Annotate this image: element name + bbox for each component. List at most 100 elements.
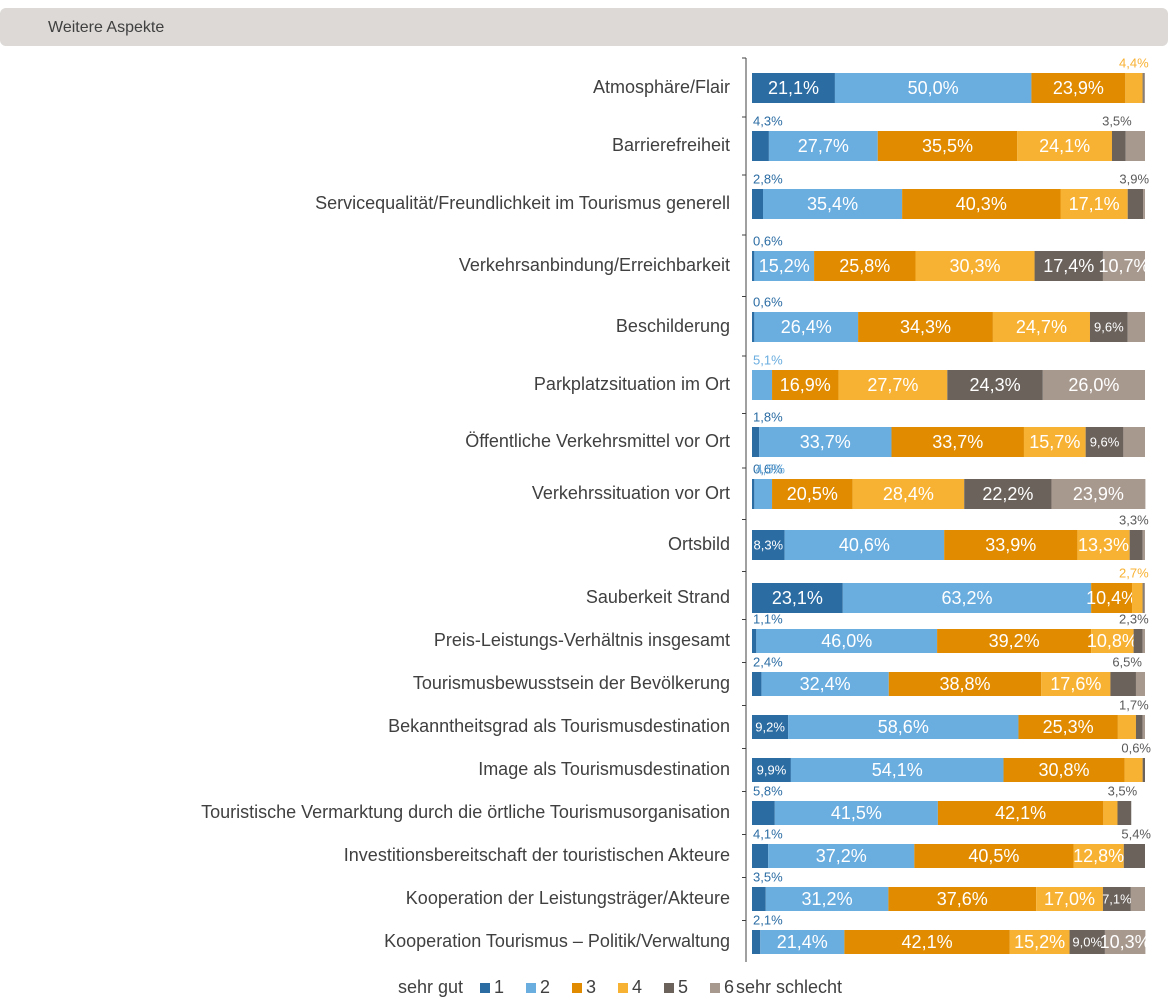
bar-segment xyxy=(1142,73,1144,103)
bar-segment xyxy=(752,801,775,825)
bar-segment xyxy=(774,801,938,825)
bar-segment xyxy=(752,715,789,739)
value-label: 3,5% xyxy=(1108,783,1138,798)
category-label: Image als Tourismusdestination xyxy=(478,759,730,779)
bar-segment xyxy=(752,73,835,103)
value-label: 1,1% xyxy=(753,611,783,626)
value-label: 5,8% xyxy=(753,783,783,798)
bar-segment xyxy=(790,758,1004,782)
bar-segment xyxy=(944,530,1078,560)
category-label: Sauberkeit Strand xyxy=(586,587,730,607)
value-label: 1,8% xyxy=(753,409,783,424)
bar-segment xyxy=(1031,73,1126,103)
bar-segment xyxy=(842,583,1092,613)
bar-segment xyxy=(838,370,948,400)
value-label: 54,1% xyxy=(872,760,923,780)
bar-segment xyxy=(1123,844,1145,868)
value-label: 37,2% xyxy=(816,846,867,866)
value-label: 32,4% xyxy=(800,674,851,694)
legend-swatch xyxy=(618,983,628,993)
legend-label: sehr schlecht xyxy=(736,977,842,997)
legend-label: 3 xyxy=(586,977,596,997)
bar-segment xyxy=(888,672,1042,696)
value-label: 1,7% xyxy=(1119,697,1149,712)
value-label: 9,0% xyxy=(1072,934,1102,949)
bar-segment xyxy=(1041,672,1111,696)
bar-segment xyxy=(752,887,766,911)
category-label: Preis-Leistungs-Verhältnis insgesamt xyxy=(434,630,730,650)
bar-segment xyxy=(1103,801,1118,825)
bar-segment xyxy=(1060,189,1128,219)
value-label: 17,6% xyxy=(1050,674,1101,694)
value-label: 9,6% xyxy=(1090,434,1120,449)
bar-segment xyxy=(1089,312,1128,342)
bar-segment xyxy=(1042,370,1145,400)
category-label: Kooperation Tourismus – Politik/Verwaltu… xyxy=(384,931,730,951)
bar-segment xyxy=(1125,73,1143,103)
bar-segment xyxy=(992,312,1090,342)
bar-segment xyxy=(752,251,755,281)
value-label: 25,3% xyxy=(1043,717,1094,737)
bar-segment xyxy=(768,131,878,161)
legend-label: 5 xyxy=(678,977,688,997)
bar-segment xyxy=(915,251,1035,281)
bar-segment xyxy=(1102,251,1145,281)
bar-segment xyxy=(1133,629,1143,653)
value-label: 2,1% xyxy=(753,912,783,927)
bar-segment xyxy=(752,312,755,342)
value-label: 24,7% xyxy=(1016,317,1067,337)
bar-segment xyxy=(788,715,1019,739)
value-label: 17,1% xyxy=(1069,194,1120,214)
bar-segment xyxy=(752,189,764,219)
bar-segment xyxy=(1117,715,1136,739)
bar-segment xyxy=(752,758,791,782)
bar-segment xyxy=(1085,427,1124,457)
value-label: 63,2% xyxy=(941,588,992,608)
value-label: 0,6% xyxy=(753,294,783,309)
bar-segment xyxy=(752,479,755,509)
bar-segment xyxy=(1135,672,1145,696)
bar-segment xyxy=(1124,758,1143,782)
legend-label: 2 xyxy=(540,977,550,997)
bar-segment xyxy=(1104,930,1146,954)
bar-segment xyxy=(1117,801,1132,825)
bar-segment xyxy=(1023,427,1086,457)
category-label: Kooperation der Leistungsträger/Akteure xyxy=(406,888,730,908)
value-label: 23,9% xyxy=(1073,484,1124,504)
bar-segment xyxy=(752,672,762,696)
bar-segment xyxy=(752,629,757,653)
legend-swatch xyxy=(572,983,582,993)
legend-swatch xyxy=(710,983,720,993)
value-label: 58,6% xyxy=(878,717,929,737)
value-label: 2,8% xyxy=(753,171,783,186)
value-label: 33,9% xyxy=(985,535,1036,555)
value-label: 3,3% xyxy=(1119,512,1149,527)
bar-segment xyxy=(1142,758,1145,782)
bar-segment xyxy=(1123,427,1145,457)
bar-segment xyxy=(765,887,889,911)
value-label: 41,5% xyxy=(831,803,882,823)
chart-title: Weitere Aspekte xyxy=(48,19,164,36)
bar-segment xyxy=(1003,758,1125,782)
value-label: 33,7% xyxy=(800,432,851,452)
value-label: 30,8% xyxy=(1039,760,1090,780)
value-label: 25,8% xyxy=(839,256,890,276)
value-label: 3,5% xyxy=(753,869,783,884)
category-label: Ortsbild xyxy=(668,534,730,554)
bar-segment xyxy=(1073,844,1124,868)
bar-segment xyxy=(1127,189,1144,219)
value-label: 4,3% xyxy=(753,113,783,128)
value-label: 0,6% xyxy=(753,233,783,248)
legend-swatch xyxy=(526,983,536,993)
bar-segment xyxy=(1142,530,1145,560)
value-label: 5,1% xyxy=(753,352,783,367)
value-label: 0,6% xyxy=(1121,740,1151,755)
bar-segment xyxy=(937,629,1092,653)
bar-segment xyxy=(1018,715,1118,739)
legend-label: 6 xyxy=(724,977,734,997)
value-label: 10,4% xyxy=(1086,588,1137,608)
category-label: Barrierefreiheit xyxy=(612,135,730,155)
category-label: Öffentliche Verkehrsmittel vor Ort xyxy=(465,431,730,451)
value-label: 2,3% xyxy=(1119,611,1149,626)
bar-segment xyxy=(834,73,1032,103)
